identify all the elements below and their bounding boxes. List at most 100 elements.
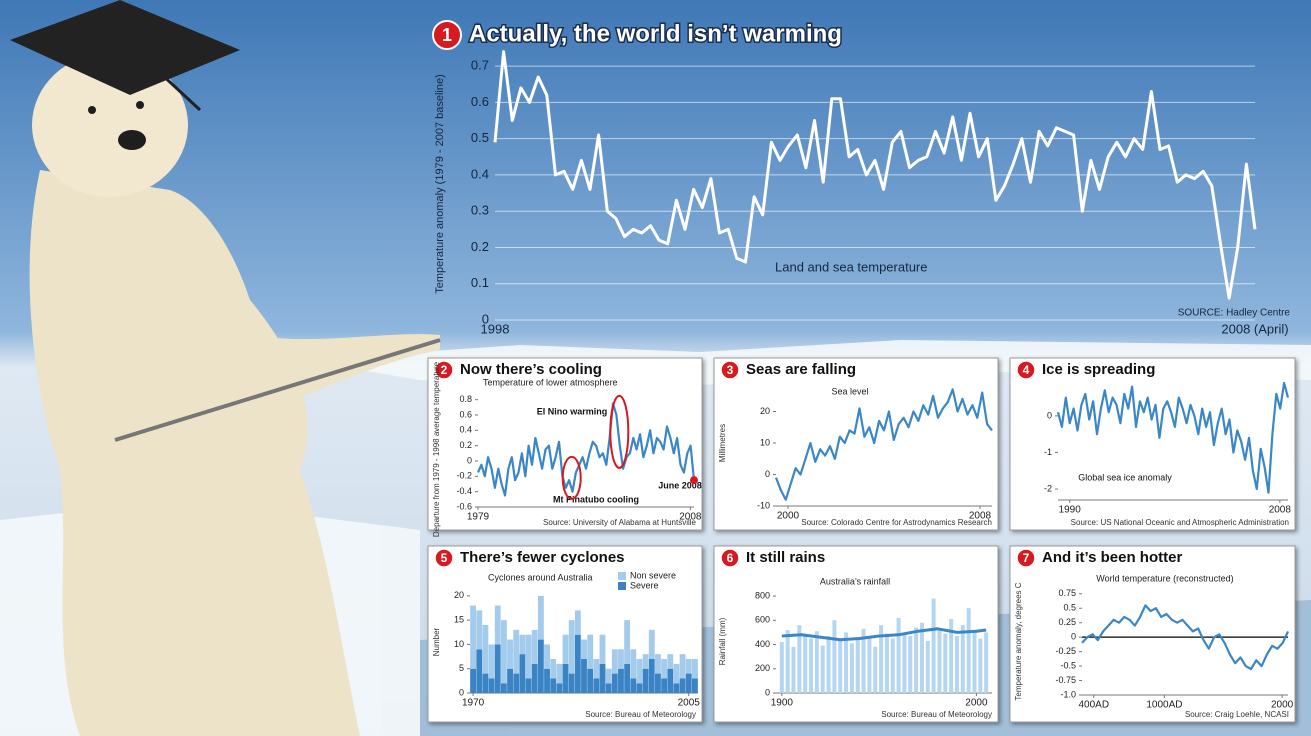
bar bbox=[792, 647, 796, 693]
y-tick-label: 400 bbox=[755, 639, 770, 649]
bar-segment bbox=[606, 669, 612, 684]
bar-segment bbox=[526, 678, 532, 693]
bar-segment bbox=[618, 669, 624, 693]
bar-segment bbox=[575, 635, 581, 693]
bar bbox=[897, 618, 901, 693]
bar-segment bbox=[637, 659, 643, 683]
bar-segment bbox=[507, 640, 513, 669]
y-tick-label: 15 bbox=[454, 615, 464, 625]
bar-segment bbox=[680, 654, 686, 678]
bar-segment bbox=[593, 659, 599, 678]
source: Source: US National Oceanic and Atmosphe… bbox=[1071, 518, 1289, 527]
x-tick-label: 1979 bbox=[467, 512, 490, 523]
bar bbox=[908, 636, 912, 693]
bar bbox=[873, 647, 877, 693]
bar-segment bbox=[667, 654, 673, 669]
y-axis-label: Rainfall (mm) bbox=[718, 617, 727, 665]
bar bbox=[827, 636, 831, 693]
subtitle: Cyclones around Australia bbox=[488, 572, 593, 582]
annotation: Land and sea temperature bbox=[775, 259, 928, 274]
bar bbox=[926, 641, 930, 693]
bar-segment bbox=[661, 678, 667, 693]
bar-segment bbox=[482, 674, 488, 693]
bar-segment bbox=[513, 674, 519, 693]
panel-title: It still rains bbox=[746, 549, 825, 566]
bar bbox=[815, 631, 819, 693]
bar bbox=[937, 630, 941, 693]
y-tick-label: 20 bbox=[454, 590, 464, 600]
source: Source: Bureau of Meteorology bbox=[585, 710, 696, 719]
x-tick-label: 2005 bbox=[678, 698, 701, 709]
bar bbox=[850, 643, 854, 693]
y-tick-label: 600 bbox=[755, 615, 770, 625]
panel-title: And it’s been hotter bbox=[1042, 549, 1182, 566]
bar bbox=[920, 623, 924, 693]
chart-title: Actually, the world isn’t warming bbox=[469, 20, 842, 47]
y-tick-label: -1 bbox=[1044, 447, 1052, 457]
source: Source: Bureau of Meteorology bbox=[881, 710, 992, 719]
panel-number: 6 bbox=[727, 551, 734, 565]
x-tick-label: 1000AD bbox=[1146, 700, 1182, 711]
bar-segment bbox=[556, 683, 562, 693]
panel-number: 4 bbox=[1023, 363, 1030, 377]
y-tick-label: 10 bbox=[454, 639, 464, 649]
bar bbox=[967, 608, 971, 693]
bar-segment bbox=[587, 635, 593, 669]
bar-segment bbox=[655, 674, 661, 693]
bar bbox=[914, 628, 918, 693]
bar-segment bbox=[532, 664, 538, 693]
y-tick-label: 800 bbox=[755, 590, 770, 600]
y-tick-label: 200 bbox=[755, 663, 770, 673]
y-axis-label: Temperature anomaly, degrees C bbox=[1014, 582, 1023, 700]
bar-segment bbox=[655, 654, 661, 673]
y-tick-label: 0.4 bbox=[471, 166, 489, 181]
y-tick-label: -10 bbox=[757, 500, 770, 510]
annotation: El Nino warming bbox=[537, 406, 608, 416]
bar-segment bbox=[612, 649, 618, 673]
bar-segment bbox=[550, 659, 556, 678]
y-tick-label: -0.5 bbox=[1060, 660, 1076, 670]
legend-swatch bbox=[618, 572, 626, 580]
bar-segment bbox=[538, 596, 544, 640]
y-tick-label: 5 bbox=[459, 663, 464, 673]
y-axis-label: Temperature anomaly (1979 - 2007 baselin… bbox=[434, 74, 446, 294]
subtitle: Temperature of lower atmosphere bbox=[483, 377, 618, 387]
bar-segment bbox=[482, 625, 488, 674]
bar-segment bbox=[550, 678, 556, 693]
y-tick-label: -0.4 bbox=[456, 486, 472, 496]
y-tick-label: 0 bbox=[765, 687, 770, 697]
legend-label: Severe bbox=[630, 580, 659, 590]
subtitle: Australia’s rainfall bbox=[820, 576, 890, 586]
subtitle: World temperature (reconstructed) bbox=[1096, 573, 1233, 583]
bar-segment bbox=[532, 630, 538, 664]
x-tick-label: 2000 bbox=[1271, 700, 1294, 711]
y-tick-label: 20 bbox=[760, 406, 770, 416]
y-axis-label: Departure from 1979 - 1998 average tempe… bbox=[432, 361, 441, 537]
bar bbox=[838, 640, 842, 693]
y-tick-label: 0.4 bbox=[459, 425, 472, 435]
bar-segment bbox=[686, 659, 692, 674]
bar bbox=[856, 637, 860, 693]
y-tick-label: 0.1 bbox=[471, 275, 489, 290]
y-axis-label: Number bbox=[432, 627, 441, 656]
x-tick-label: 2008 (April) bbox=[1221, 321, 1288, 336]
bar-segment bbox=[581, 659, 587, 693]
bar-segment bbox=[686, 674, 692, 693]
bar-segment bbox=[643, 654, 649, 669]
legend-label: Non severe bbox=[630, 570, 676, 580]
y-tick-label: 0 bbox=[1071, 632, 1076, 642]
x-tick-label: 1970 bbox=[462, 698, 485, 709]
bar-segment bbox=[544, 644, 550, 668]
bar bbox=[978, 638, 982, 693]
bar-segment bbox=[507, 669, 513, 693]
bar-segment bbox=[519, 635, 525, 654]
bar-segment bbox=[637, 683, 643, 693]
bar-segment bbox=[630, 649, 636, 678]
y-tick-label: 0.75 bbox=[1058, 588, 1076, 598]
bar bbox=[867, 636, 871, 693]
bar bbox=[780, 642, 784, 693]
bar bbox=[984, 632, 988, 693]
bar-segment bbox=[470, 669, 476, 693]
panel-title: Seas are falling bbox=[746, 361, 856, 378]
infographic: 1Actually, the world isn’t warmingSOURCE… bbox=[0, 0, 1311, 736]
